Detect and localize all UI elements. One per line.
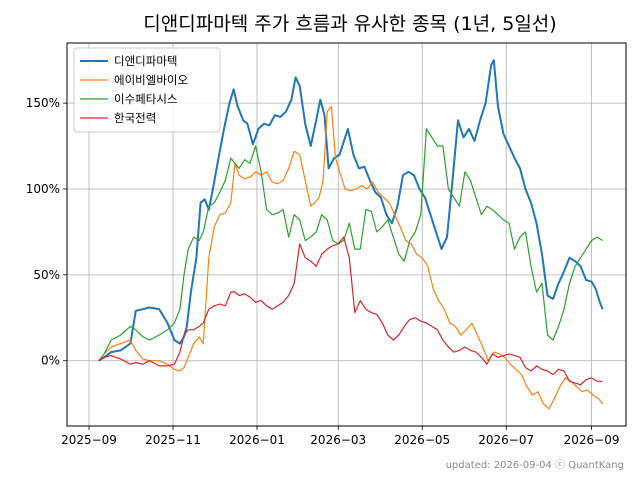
series-lines	[98, 59, 604, 410]
x-tick-label: 2026−09	[564, 433, 620, 447]
x-tick-label: 2026−01	[229, 433, 285, 447]
legend-label: 디앤디파마텍	[114, 54, 177, 68]
series-line-4	[98, 236, 603, 386]
x-tick-label: 2025−09	[61, 433, 117, 447]
y-tick-label: 50%	[33, 268, 60, 282]
y-tick-label: 100%	[26, 182, 60, 196]
legend-label: 한국전력	[114, 111, 156, 125]
x-tick-label: 2026−05	[394, 433, 450, 447]
legend-label: 이수페타시스	[114, 92, 177, 106]
x-tick-label: 2026−03	[310, 433, 366, 447]
series-line-2	[98, 105, 604, 410]
y-axis: 0% 50% 100% 150%	[26, 96, 67, 368]
y-tick-label: 150%	[26, 96, 60, 110]
series-line-1	[98, 59, 604, 362]
series-line-3	[98, 128, 603, 362]
legend-box	[73, 47, 221, 133]
chart-title: 디앤디파마텍 주가 흐름과 유사한 종목 (1년, 5일선)	[143, 13, 556, 35]
x-tick-label: 2025−11	[145, 433, 201, 447]
legend-label: 에이비엘바이오	[114, 73, 188, 87]
footer-credit: updated: 2026-09-04 ⓒ QuantKang	[446, 459, 624, 471]
y-tick-label: 0%	[41, 354, 60, 368]
plot-frame	[66, 42, 627, 427]
x-tick-label: 2026−07	[478, 433, 534, 447]
x-axis: 2025−09 2025−11 2026−01 2026−03 2026−05 2026−…	[61, 426, 620, 447]
